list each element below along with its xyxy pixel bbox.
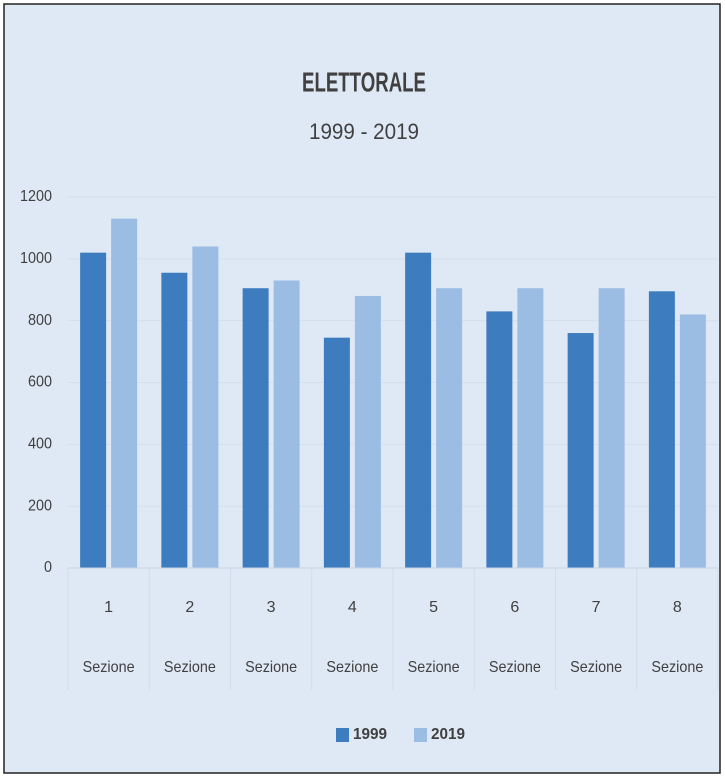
y-tick-label: 1000 (20, 250, 52, 267)
x-group-label: Sezione (326, 659, 378, 676)
x-group-label: Sezione (489, 659, 541, 676)
bar (598, 288, 625, 568)
y-tick-label: 1200 (20, 188, 52, 205)
x-group-label: Sezione (245, 659, 297, 676)
bar (323, 337, 350, 568)
x-tick-label: 6 (510, 599, 519, 616)
chart-title: ELETTORALE (302, 66, 426, 97)
x-group-label: Sezione (83, 659, 135, 676)
y-tick-label: 600 (28, 374, 52, 391)
legend-label: 1999 (353, 726, 387, 743)
y-tick-label: 800 (28, 312, 52, 329)
x-tick-label: 8 (673, 599, 682, 616)
bar (80, 252, 107, 568)
bar (517, 288, 544, 568)
bar (648, 291, 675, 568)
x-tick-label: 3 (267, 599, 276, 616)
bar (354, 295, 381, 568)
legend-swatch (414, 728, 427, 742)
bar (242, 288, 269, 568)
y-tick-label: 0 (44, 559, 52, 576)
x-group-label: Sezione (651, 659, 703, 676)
bar (273, 280, 300, 568)
x-tick-label: 5 (429, 599, 438, 616)
bar (161, 272, 188, 568)
x-tick-label: 1 (104, 599, 113, 616)
bar (436, 288, 463, 568)
y-tick-label: 200 (28, 497, 52, 514)
y-tick-label: 400 (28, 436, 52, 453)
legend-label: 2019 (431, 726, 465, 743)
bar (567, 333, 594, 568)
bar (679, 314, 706, 568)
x-tick-label: 2 (185, 599, 194, 616)
bar (111, 218, 138, 568)
bar (192, 246, 219, 568)
chart-subtitle: 1999 - 2019 (309, 119, 419, 144)
x-group-label: Sezione (164, 659, 216, 676)
legend-swatch (336, 728, 349, 742)
x-group-label: Sezione (570, 659, 622, 676)
x-tick-label: 7 (592, 599, 601, 616)
bar (486, 311, 513, 568)
bar (405, 252, 432, 568)
x-tick-label: 4 (348, 599, 357, 616)
x-group-label: Sezione (408, 659, 460, 676)
